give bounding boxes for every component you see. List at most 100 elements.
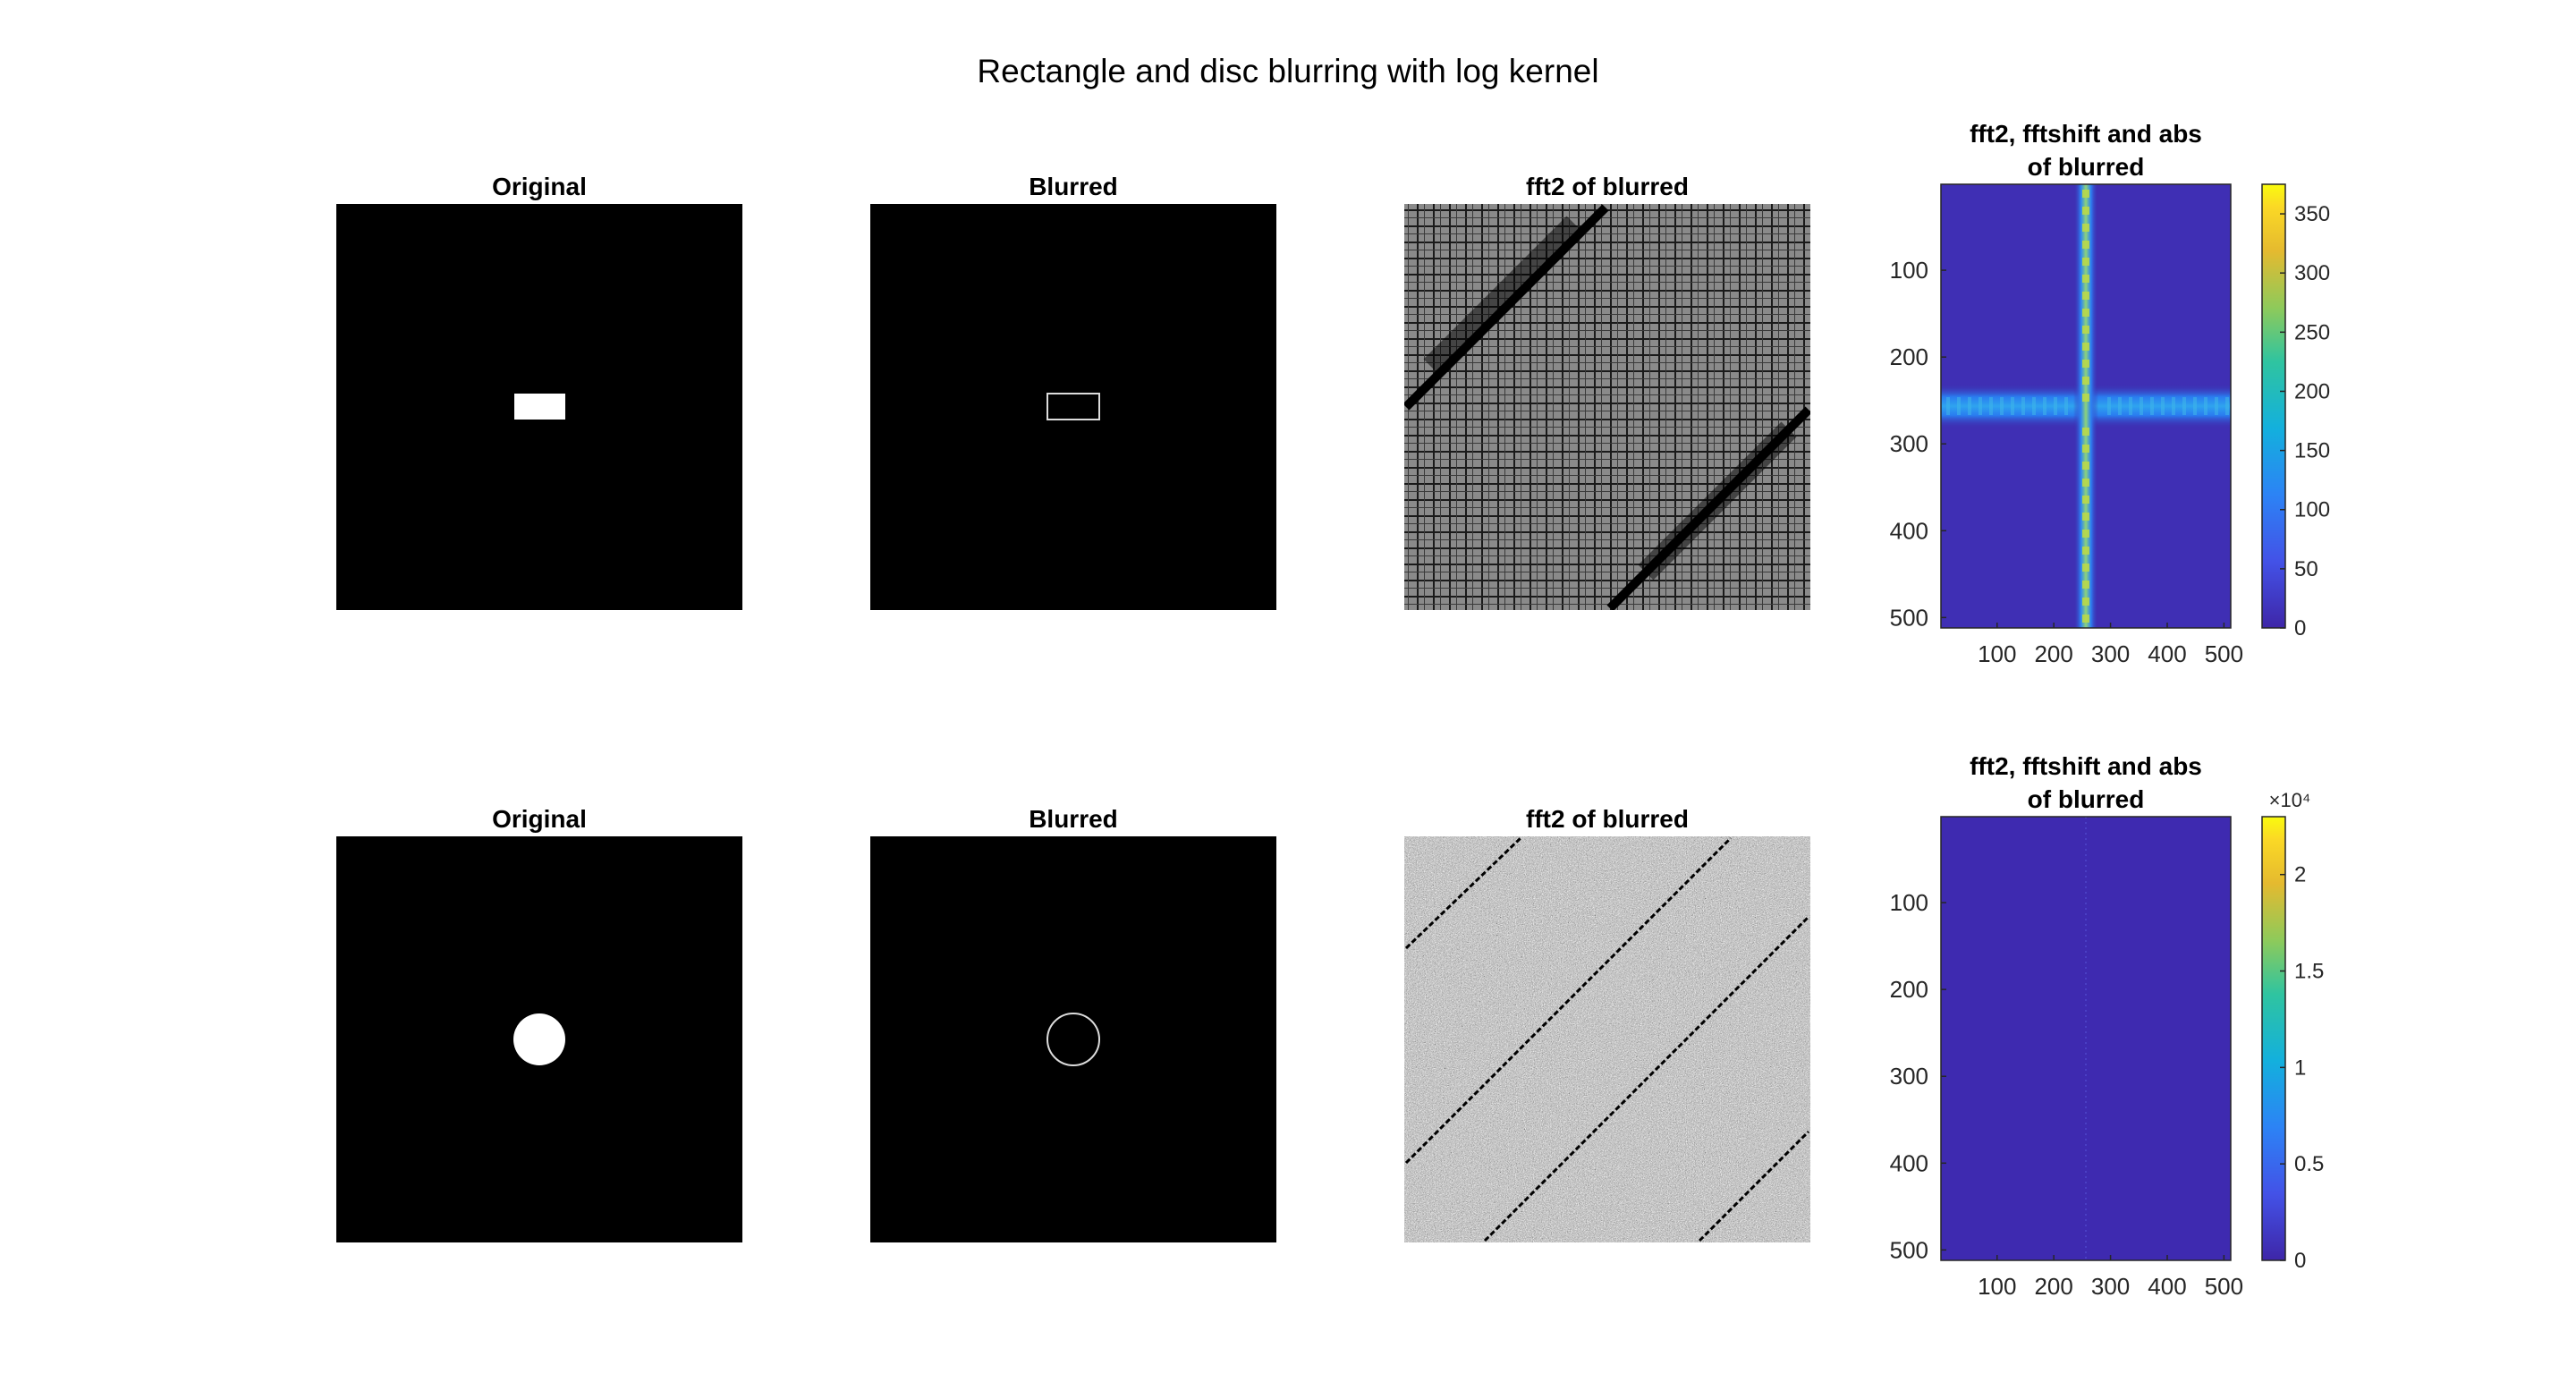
heatmap-peak bbox=[2082, 207, 2089, 215]
x-tick-label: 100 bbox=[1978, 1273, 2016, 1300]
colorbar-tick-label: 200 bbox=[2294, 379, 2330, 403]
panel-original-disc: Original bbox=[336, 805, 742, 1242]
colorbar-exponent: ×10⁴ bbox=[2269, 789, 2311, 811]
heatmap-ripple bbox=[2172, 397, 2175, 415]
heatmap-peak bbox=[2082, 496, 2089, 504]
colorbar-tick-label: 2 bbox=[2294, 863, 2306, 887]
panel-title: fft2 of blurred bbox=[1526, 805, 1689, 833]
colorbar-tick-label: 0.5 bbox=[2294, 1152, 2324, 1176]
heatmap-peak bbox=[2082, 564, 2089, 572]
panel-title: Original bbox=[492, 173, 587, 200]
heatmap-ripple bbox=[2054, 397, 2057, 415]
heatmap-peak bbox=[2082, 343, 2089, 351]
heatmap-vertical-band bbox=[2073, 184, 2098, 628]
heatmap-ripple bbox=[1989, 397, 1993, 415]
y-tick-label: 200 bbox=[1890, 976, 1928, 1003]
colorbar-tick-label: 250 bbox=[2294, 320, 2330, 344]
heatmap-vertical-stripes bbox=[1946, 190, 2229, 623]
panel-title: fft2 of blurred bbox=[1526, 173, 1689, 200]
y-tick-label: 100 bbox=[1890, 889, 1928, 916]
heatmap-peak bbox=[2082, 615, 2089, 623]
x-tick-label: 500 bbox=[2205, 640, 2243, 667]
heatmap-peak bbox=[2082, 360, 2089, 368]
heatmap-peak bbox=[2082, 428, 2089, 436]
panel-title: Blurred bbox=[1029, 173, 1118, 200]
x-tick-label: 100 bbox=[1978, 640, 2016, 667]
y-tick-label: 300 bbox=[1890, 430, 1928, 457]
panel-original-rect: Original bbox=[336, 173, 742, 610]
colorbar-tick-label: 1.5 bbox=[2294, 960, 2324, 984]
heatmap-ripple bbox=[2032, 397, 2036, 415]
heatmap-ripple bbox=[1957, 397, 1961, 415]
rectangle-outline bbox=[1046, 393, 1100, 420]
panel-blurred-disc: Blurred bbox=[870, 805, 1276, 1242]
heatmap-ripple bbox=[2150, 397, 2154, 415]
fft-diagonal-bands bbox=[1404, 204, 1810, 610]
colorbar-tick-label: 0 bbox=[2294, 616, 2306, 640]
colorbar-tick-label: 1 bbox=[2294, 1056, 2306, 1080]
colorbar-tick-label: 350 bbox=[2294, 202, 2330, 226]
heatmap-ripple bbox=[2215, 397, 2218, 415]
y-tick-label: 300 bbox=[1890, 1063, 1928, 1090]
heatmap-peak bbox=[2082, 241, 2089, 249]
heatmap-ripple bbox=[2204, 397, 2207, 415]
heatmap-ripple bbox=[2161, 397, 2165, 415]
x-tick-label: 300 bbox=[2091, 1273, 2130, 1300]
heatmap-peak bbox=[2082, 190, 2089, 198]
heatmap-peak bbox=[2082, 275, 2089, 283]
heatmap-ripple bbox=[1979, 397, 1982, 415]
heatmap-peak bbox=[2082, 377, 2089, 385]
image-background bbox=[870, 204, 1276, 610]
panel-blurred-rect: Blurred bbox=[870, 173, 1276, 610]
x-tick-label: 200 bbox=[2034, 640, 2072, 667]
colorbar-tick-label: 150 bbox=[2294, 439, 2330, 463]
panel-heatmap-rect: fft2, fftshift and abs of blurred 100 200… bbox=[1890, 120, 2330, 667]
panel-title-line2: of blurred bbox=[2028, 153, 2145, 181]
y-tick-label: 400 bbox=[1890, 1149, 1928, 1176]
colorbar bbox=[2261, 816, 2286, 1261]
x-tick-label: 400 bbox=[2148, 640, 2186, 667]
heatmap-peak bbox=[2082, 309, 2089, 317]
y-tick-label: 100 bbox=[1890, 257, 1928, 284]
heatmap-ripple bbox=[2129, 397, 2132, 415]
filled-rectangle bbox=[514, 394, 565, 420]
image-background bbox=[870, 836, 1276, 1242]
y-tick-label: 500 bbox=[1890, 1236, 1928, 1263]
heatmap-ripple bbox=[1968, 397, 1971, 415]
heatmap-peak bbox=[2082, 394, 2089, 402]
heatmap-ripple bbox=[2140, 397, 2143, 415]
circle-outline bbox=[1046, 1013, 1100, 1066]
x-tick-label: 200 bbox=[2034, 1273, 2072, 1300]
y-tick-label: 400 bbox=[1890, 517, 1928, 544]
panel-heatmap-disc: fft2, fftshift and abs of blurred 100 200… bbox=[1890, 752, 2325, 1300]
heatmap-peak bbox=[2082, 326, 2089, 334]
heatmap-ripple bbox=[2021, 397, 2025, 415]
heatmap-ripple bbox=[2193, 397, 2197, 415]
panel-title-line1: fft2, fftshift and abs bbox=[1970, 120, 2202, 148]
filled-disc bbox=[513, 1013, 565, 1065]
heatmap-ripple bbox=[2107, 397, 2111, 415]
y-tick-label: 200 bbox=[1890, 343, 1928, 370]
heatmap-peak bbox=[2082, 258, 2089, 266]
heatmap-ripple bbox=[2064, 397, 2068, 415]
panel-title-line2: of blurred bbox=[2028, 785, 2145, 813]
colorbar bbox=[2261, 183, 2286, 629]
heatmap-peak bbox=[2082, 224, 2089, 232]
heatmap-peak bbox=[2082, 292, 2089, 300]
heatmap-ripple bbox=[2000, 397, 2004, 415]
heatmap-ripple bbox=[2225, 397, 2229, 415]
heatmap-ripple bbox=[2043, 397, 2046, 415]
heatmap-ripple bbox=[2011, 397, 2014, 415]
panel-title: Blurred bbox=[1029, 805, 1118, 833]
heatmap-peak bbox=[2082, 598, 2089, 606]
x-tick-label: 300 bbox=[2091, 640, 2130, 667]
colorbar-tick-label: 100 bbox=[2294, 498, 2330, 522]
panel-title: Original bbox=[492, 805, 587, 833]
y-tick-label: 500 bbox=[1890, 604, 1928, 631]
heatmap-peak bbox=[2082, 530, 2089, 538]
heatmap-peak bbox=[2082, 513, 2089, 521]
heatmap-peak bbox=[2082, 581, 2089, 589]
fft-grid-image bbox=[1404, 204, 1810, 610]
fft-noise-image bbox=[1404, 836, 1810, 1242]
heatmap-ripple bbox=[1946, 397, 1950, 415]
